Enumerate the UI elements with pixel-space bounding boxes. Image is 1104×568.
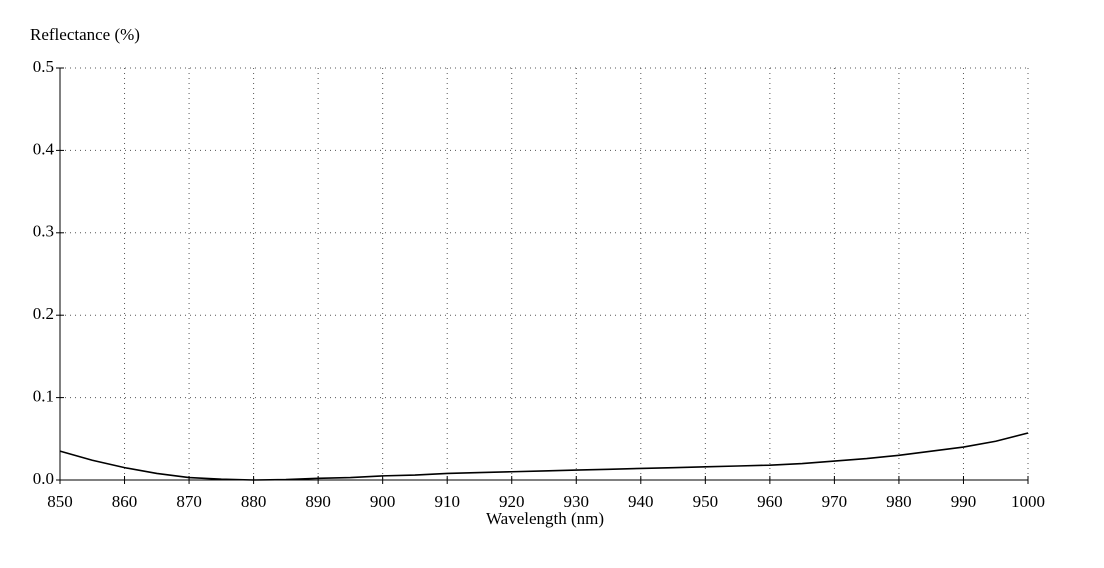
x-tick-label: 1000 <box>1011 492 1045 511</box>
y-axis-label: Reflectance (%) <box>30 25 140 44</box>
y-tick-label: 0.4 <box>33 139 55 158</box>
x-axis-label: Wavelength (nm) <box>486 509 604 528</box>
x-tick-label: 910 <box>434 492 460 511</box>
y-tick-label: 0.3 <box>33 222 54 241</box>
x-tick-label: 870 <box>176 492 202 511</box>
x-tick-label: 970 <box>822 492 848 511</box>
x-tick-label: 880 <box>241 492 267 511</box>
x-tick-label: 920 <box>499 492 525 511</box>
x-tick-label: 890 <box>305 492 331 511</box>
y-tick-label: 0.1 <box>33 387 54 406</box>
x-tick-label: 980 <box>886 492 912 511</box>
x-tick-label: 850 <box>47 492 73 511</box>
x-tick-label: 960 <box>757 492 783 511</box>
x-tick-label: 900 <box>370 492 396 511</box>
y-tick-label: 0.0 <box>33 469 54 488</box>
x-tick-label: 950 <box>693 492 719 511</box>
x-tick-label: 860 <box>112 492 138 511</box>
x-tick-label: 930 <box>564 492 590 511</box>
data-line <box>59 432 1029 481</box>
y-tick-label: 0.2 <box>33 304 54 323</box>
x-tick-label: 990 <box>951 492 977 511</box>
x-tick-label: 940 <box>628 492 654 511</box>
y-tick-label: 0.5 <box>33 57 54 76</box>
